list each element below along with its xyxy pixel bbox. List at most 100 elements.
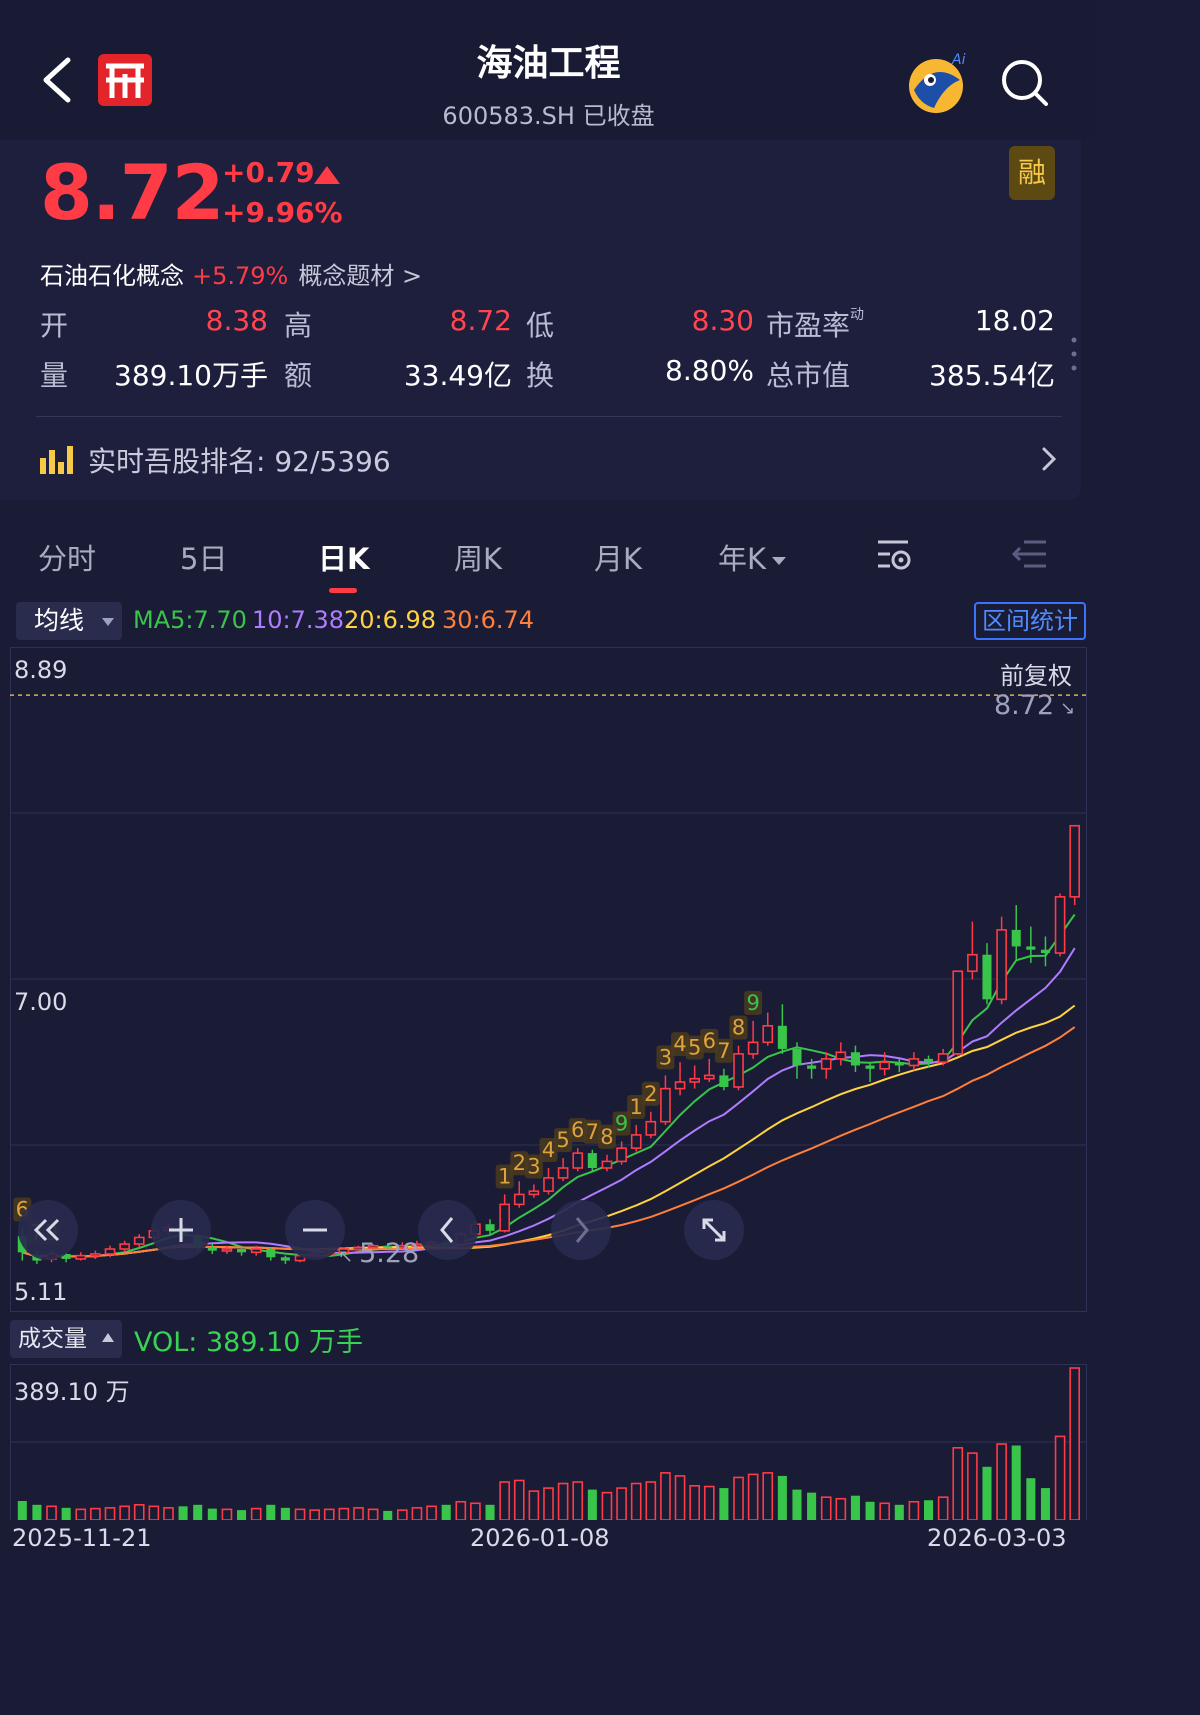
chevron-left-icon bbox=[440, 1217, 454, 1243]
volume-bar bbox=[557, 1482, 569, 1520]
candle-body bbox=[207, 1247, 217, 1251]
chevron-right-icon[interactable] bbox=[1040, 446, 1058, 472]
candle-body bbox=[280, 1257, 290, 1261]
volume-value: 389.10万手 bbox=[114, 359, 268, 392]
tab-weekly-k[interactable]: 周K bbox=[454, 542, 503, 576]
candle-body bbox=[513, 1193, 525, 1206]
volume-bar bbox=[383, 1510, 393, 1520]
caret-up-icon bbox=[102, 1333, 114, 1342]
candle-body bbox=[807, 1065, 817, 1069]
adjust-mode-label[interactable]: 前复权 bbox=[1000, 662, 1072, 690]
active-tab-indicator bbox=[329, 588, 357, 593]
volume-bar bbox=[266, 1504, 276, 1520]
back-arrow-icon[interactable] bbox=[38, 52, 78, 108]
volume-bar bbox=[237, 1510, 247, 1520]
caret-down-icon bbox=[102, 618, 114, 626]
volume-bar bbox=[470, 1502, 481, 1520]
volume-indicator-dropdown[interactable]: 成交量 bbox=[10, 1320, 122, 1358]
candle-body bbox=[645, 1120, 657, 1136]
volume-bar bbox=[601, 1491, 613, 1520]
sequence-label: 8 bbox=[600, 1125, 613, 1149]
volume-bar bbox=[323, 1508, 335, 1520]
min-price-marker: ↖ 5.28 bbox=[338, 1238, 419, 1269]
candle-body bbox=[485, 1224, 495, 1231]
volume-bar bbox=[616, 1487, 627, 1520]
candle-body bbox=[237, 1249, 247, 1253]
volume-bar bbox=[90, 1507, 101, 1520]
expand-icon bbox=[702, 1218, 726, 1242]
ma-indicator-dropdown[interactable]: 均线 bbox=[16, 602, 122, 640]
volume-bar bbox=[75, 1508, 87, 1520]
interval-stats-button[interactable]: 区间统计 bbox=[974, 602, 1086, 640]
amount-value: 33.49亿 bbox=[403, 359, 512, 392]
concept-row[interactable]: 石油石化概念 +5.79% 概念题材 > bbox=[40, 256, 422, 291]
ma20-value: 20:6.98 bbox=[344, 606, 437, 634]
ma5-value: MA5:7.70 bbox=[133, 606, 247, 634]
volume-bar bbox=[178, 1506, 188, 1520]
volume-bar bbox=[996, 1443, 1007, 1520]
concept-link[interactable]: 概念题材 > bbox=[298, 262, 423, 290]
candle-body bbox=[820, 1058, 832, 1070]
candle-body bbox=[1040, 949, 1050, 954]
tab-yearly-k[interactable]: 年K bbox=[718, 536, 787, 578]
margin-trading-badge[interactable]: 融 bbox=[1009, 146, 1055, 200]
sequence-label-bg bbox=[671, 1032, 690, 1057]
scroll-right-button[interactable] bbox=[551, 1200, 611, 1260]
volume-bar bbox=[426, 1505, 437, 1520]
tab-5day[interactable]: 5日 bbox=[180, 542, 228, 576]
sequence-label: 2 bbox=[644, 1082, 657, 1106]
collapse-list-icon[interactable] bbox=[1012, 538, 1048, 570]
volume-bar bbox=[952, 1447, 964, 1520]
candle-body bbox=[528, 1190, 540, 1196]
sequence-label-bg bbox=[568, 1118, 587, 1143]
candle-body bbox=[835, 1051, 847, 1060]
sequence-label: 3 bbox=[527, 1155, 540, 1179]
volume-bar bbox=[1011, 1445, 1021, 1520]
candle-body bbox=[792, 1048, 802, 1066]
ai-assistant-icon[interactable]: Ai bbox=[904, 50, 972, 114]
low-value: 8.30 bbox=[691, 304, 754, 337]
volume-bar bbox=[193, 1504, 203, 1520]
tab-monthly-k[interactable]: 月K bbox=[594, 542, 643, 576]
candle-body bbox=[1054, 896, 1066, 954]
sequence-label: 7 bbox=[717, 1039, 730, 1063]
tab-intraday[interactable]: 分时 bbox=[38, 542, 97, 576]
more-dots-icon[interactable] bbox=[1070, 336, 1078, 372]
sequence-label-bg bbox=[685, 1035, 704, 1060]
price-change-pct: +9.96% bbox=[222, 196, 343, 229]
sequence-label-bg bbox=[554, 1128, 573, 1153]
candle-body bbox=[908, 1058, 920, 1067]
indicator-settings-icon[interactable] bbox=[874, 534, 914, 574]
search-icon[interactable] bbox=[998, 56, 1050, 108]
fullscreen-button[interactable] bbox=[684, 1200, 744, 1260]
volume-bar bbox=[455, 1500, 467, 1520]
candle-body bbox=[601, 1160, 613, 1169]
volume-bar bbox=[1054, 1435, 1066, 1520]
zoom-in-button[interactable] bbox=[151, 1200, 211, 1260]
candle-body bbox=[572, 1152, 584, 1169]
volume-bar bbox=[792, 1489, 802, 1520]
volume-bar bbox=[747, 1473, 759, 1520]
volume-bar bbox=[850, 1495, 860, 1520]
scroll-to-start-button[interactable] bbox=[18, 1200, 78, 1260]
volume-bar bbox=[572, 1481, 584, 1520]
tab-daily-k[interactable]: 日K bbox=[318, 542, 370, 576]
amount-label: 额 bbox=[284, 359, 313, 392]
volume-bar bbox=[441, 1504, 451, 1520]
ma-dropdown-label: 均线 bbox=[34, 606, 85, 635]
candle-body bbox=[221, 1248, 233, 1252]
plus-icon bbox=[169, 1218, 193, 1242]
svg-text:Ai: Ai bbox=[951, 52, 966, 68]
sequence-label-bg bbox=[656, 1045, 675, 1070]
candle-body bbox=[674, 1081, 686, 1090]
zoom-out-button[interactable] bbox=[285, 1200, 345, 1260]
volume-chart[interactable] bbox=[10, 1364, 1087, 1520]
candle-body bbox=[689, 1077, 700, 1083]
volume-bar bbox=[703, 1485, 715, 1520]
volume-bar bbox=[163, 1507, 174, 1520]
sequence-label-bg bbox=[700, 1028, 719, 1053]
stock-rank[interactable]: 实时吾股排名: 92/5396 bbox=[88, 445, 391, 478]
candle-body bbox=[762, 1024, 774, 1044]
scroll-left-button[interactable] bbox=[418, 1200, 478, 1260]
candle-body bbox=[865, 1065, 875, 1069]
